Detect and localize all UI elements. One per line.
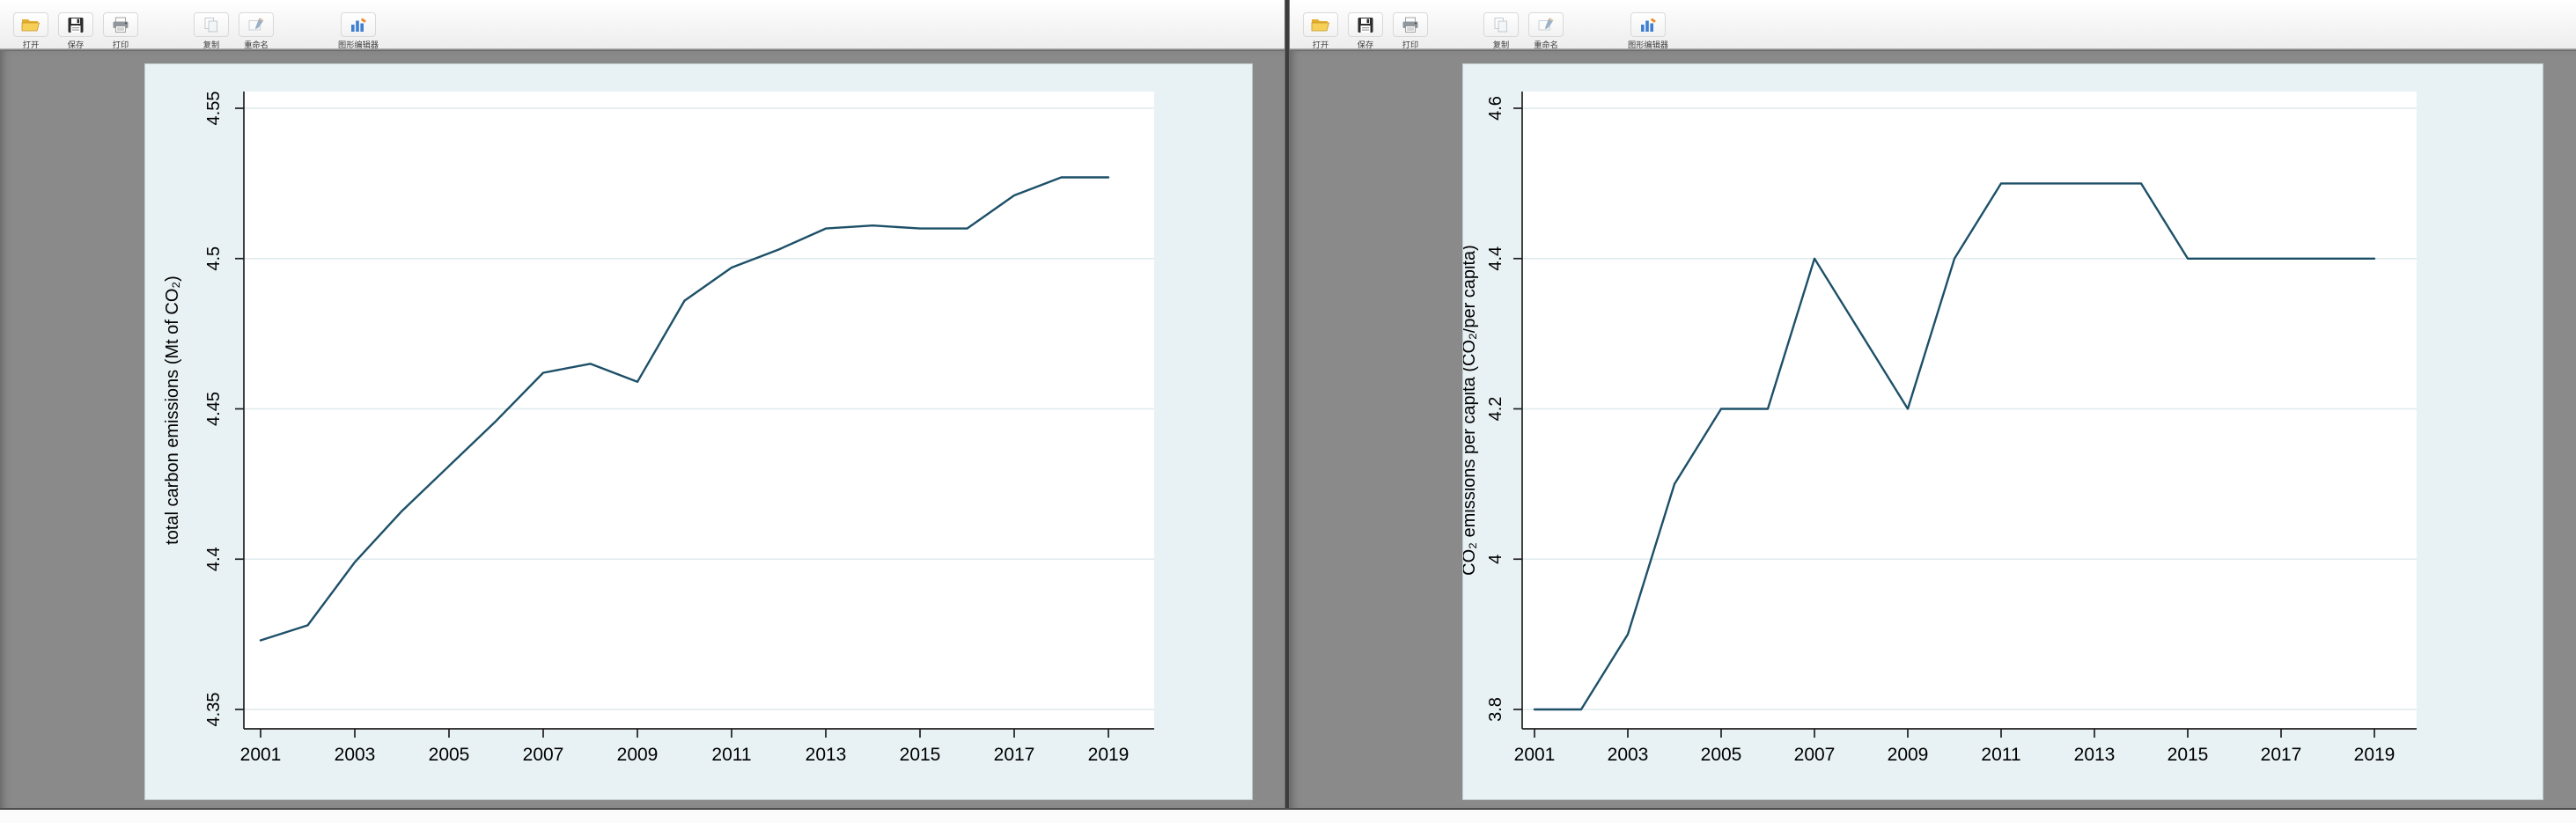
x-tick-label: 2007 bbox=[523, 745, 564, 765]
graph-panel: 4.55 4.5 4.45 4.4 4.35 total carbon emissions… bbox=[145, 64, 1252, 799]
print-icon bbox=[103, 12, 138, 37]
desktop-strip bbox=[0, 808, 2576, 823]
rename-button[interactable]: 重命名 bbox=[1526, 12, 1566, 51]
x-tick-label: 2013 bbox=[806, 745, 847, 765]
x-tick-label: 2011 bbox=[1981, 745, 2020, 765]
toolbar-button-label: 保存 bbox=[67, 40, 85, 50]
y-tick-label: 4.5 bbox=[204, 246, 224, 271]
x-tick-label: 2003 bbox=[335, 745, 376, 765]
toolbar-button-label: 重命名 bbox=[1534, 40, 1558, 50]
co2-per-capita-line bbox=[1533, 182, 2376, 711]
x-tick-label: 2005 bbox=[1701, 745, 1742, 765]
graph-window-total-emissions: 打开 保存 打印 复制 重命名 图形编辑器 4.55 4.5 4.45 4.4 4.35 total… bbox=[0, 0, 1284, 810]
x-tick-label: 2011 bbox=[711, 745, 751, 765]
copy-button[interactable]: 复制 bbox=[1481, 12, 1521, 51]
x-tick-label: 2003 bbox=[1608, 745, 1649, 765]
toolbar-button-label: 图形编辑器 bbox=[1628, 40, 1668, 50]
y-tick-label: 4.2 bbox=[1486, 397, 1505, 422]
x-tick-label: 2015 bbox=[2168, 745, 2209, 765]
rename-button[interactable]: 重命名 bbox=[236, 12, 276, 51]
save-icon bbox=[58, 12, 93, 37]
save-button[interactable]: 保存 bbox=[55, 12, 96, 51]
graph-editor-icon bbox=[1630, 12, 1666, 37]
total-emissions-line bbox=[259, 176, 1110, 642]
graph-editor-button[interactable]: 图形编辑器 bbox=[330, 12, 386, 51]
x-tick-label: 2001 bbox=[1514, 745, 1556, 765]
toolbar-button-label: 重命名 bbox=[244, 40, 269, 50]
toolbar-button-label: 打印 bbox=[1402, 40, 1419, 50]
toolbar-button-label: 复制 bbox=[1492, 40, 1510, 50]
y-axis-title: total carbon emissions (Mt of CO₂) bbox=[163, 276, 182, 545]
x-tick-label: 2015 bbox=[900, 745, 941, 765]
toolbar-button-label: 保存 bbox=[1357, 40, 1374, 50]
toolbar-button-label: 打开 bbox=[1312, 40, 1329, 50]
y-tick-label: 4.4 bbox=[1486, 246, 1505, 271]
toolbar: 打开 保存 打印 复制 重命名 图形编辑器 bbox=[1290, 0, 2576, 51]
copy-icon bbox=[194, 12, 229, 37]
window-content: 4.6 4.4 4.2 4 3.8 CO₂ emissions per capita (C… bbox=[1290, 50, 2576, 810]
y-axis-title: CO₂ emissions per capita (CO₂/per capita… bbox=[1463, 245, 1479, 576]
x-tick-label: 2005 bbox=[429, 745, 470, 765]
toolbar-button-label: 图形编辑器 bbox=[338, 40, 379, 50]
copy-icon bbox=[1483, 12, 1519, 37]
folder-open-button[interactable]: 打开 bbox=[1300, 12, 1341, 51]
print-button[interactable]: 打印 bbox=[1390, 12, 1431, 51]
y-tick-label: 3.8 bbox=[1486, 697, 1505, 722]
folder-open-button[interactable]: 打开 bbox=[11, 12, 51, 51]
x-tick-label: 2009 bbox=[1888, 745, 1929, 765]
graph-editor-icon bbox=[341, 12, 376, 37]
rename-icon bbox=[239, 12, 274, 37]
y-tick-label: 4 bbox=[1486, 555, 1505, 564]
print-button[interactable]: 打印 bbox=[100, 12, 141, 51]
y-tick-label: 4.45 bbox=[204, 392, 224, 426]
folder-open-icon bbox=[13, 12, 48, 37]
plot-area bbox=[244, 92, 1154, 729]
per-capita-chart: 4.6 4.4 4.2 4 3.8 CO₂ emissions per capita (C… bbox=[1463, 92, 2417, 765]
window-content: 4.55 4.5 4.45 4.4 4.35 total carbon emissions… bbox=[0, 50, 1284, 810]
toolbar-button-label: 打开 bbox=[22, 40, 40, 50]
save-icon bbox=[1348, 12, 1383, 37]
x-tick-label: 2001 bbox=[240, 745, 282, 765]
y-tick-label: 4.55 bbox=[204, 92, 224, 126]
graph-editor-button[interactable]: 图形编辑器 bbox=[1620, 12, 1676, 51]
y-tick-label: 4.4 bbox=[204, 547, 224, 571]
copy-button[interactable]: 复制 bbox=[191, 12, 232, 51]
x-tick-label: 2019 bbox=[2354, 745, 2396, 765]
graph-panel: 4.6 4.4 4.2 4 3.8 CO₂ emissions per capita (C… bbox=[1463, 64, 2543, 799]
toolbar: 打开 保存 打印 复制 重命名 图形编辑器 bbox=[0, 0, 1284, 51]
y-tick-label: 4.35 bbox=[204, 693, 224, 727]
x-tick-label: 2007 bbox=[1794, 745, 1836, 765]
total-emissions-chart: 4.55 4.5 4.45 4.4 4.35 total carbon emissions… bbox=[163, 92, 1154, 765]
x-tick-label: 2013 bbox=[2074, 745, 2116, 765]
y-tick-label: 4.6 bbox=[1486, 96, 1505, 121]
toolbar-button-label: 复制 bbox=[202, 40, 220, 50]
save-button[interactable]: 保存 bbox=[1345, 12, 1386, 51]
graph-window-per-capita: 打开 保存 打印 复制 重命名 图形编辑器 4.6 4.4 4.2 4 3.8 CO₂ emissi… bbox=[1290, 0, 2576, 810]
x-tick-label: 2017 bbox=[994, 745, 1035, 765]
print-icon bbox=[1393, 12, 1428, 37]
plot-area bbox=[1522, 92, 2417, 729]
rename-icon bbox=[1528, 12, 1564, 37]
x-tick-label: 2009 bbox=[617, 745, 659, 765]
x-tick-label: 2019 bbox=[1088, 745, 1130, 765]
folder-open-icon bbox=[1303, 12, 1338, 37]
toolbar-button-label: 打印 bbox=[112, 40, 129, 50]
x-tick-label: 2017 bbox=[2261, 745, 2302, 765]
